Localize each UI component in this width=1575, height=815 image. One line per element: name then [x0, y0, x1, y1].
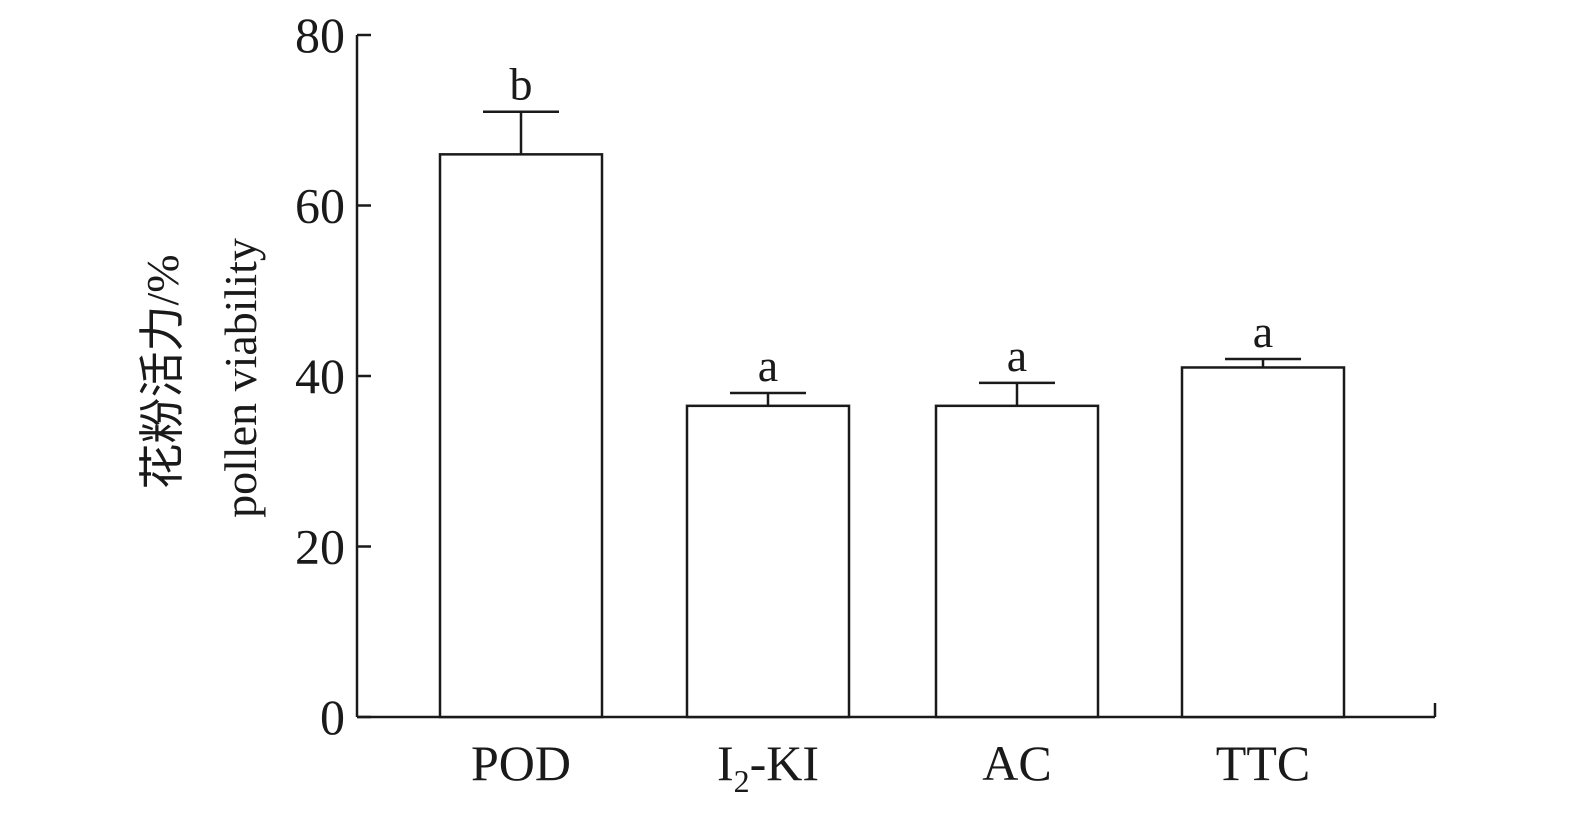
- y-tick-label: 40: [295, 348, 345, 404]
- y-tick-label: 20: [295, 519, 345, 575]
- significance-labels: b a a a: [510, 59, 1274, 391]
- significance-label: a: [758, 340, 778, 391]
- y-tick-label: 60: [295, 178, 345, 234]
- x-axis: POD I2-KI AC TTC: [357, 703, 1437, 799]
- bar-pod: [438, 153, 604, 719]
- y-tick-label: 0: [320, 689, 345, 745]
- y-tick-label: 80: [295, 7, 345, 63]
- y-axis-title: 花粉活力/% pollen viability: [137, 238, 266, 518]
- x-tick-label: TTC: [1216, 735, 1310, 791]
- y-axis-title-en: pollen viability: [215, 238, 266, 518]
- significance-label: b: [510, 59, 533, 110]
- bar-ttc: [1180, 366, 1346, 719]
- significance-label: a: [1253, 306, 1273, 357]
- significance-label: a: [1007, 330, 1027, 381]
- y-axis-title-cn: 花粉活力/%: [137, 254, 188, 489]
- x-tick-label: AC: [982, 735, 1051, 791]
- bar-ac: [934, 404, 1100, 719]
- error-bars: [483, 110, 1301, 406]
- y-axis: 0 20 40 60 80: [295, 7, 371, 745]
- bars: [438, 153, 1346, 719]
- x-tick-label: POD: [471, 735, 571, 791]
- x-tick-label: I2-KI: [717, 735, 819, 799]
- bar-i2-ki: [685, 404, 851, 719]
